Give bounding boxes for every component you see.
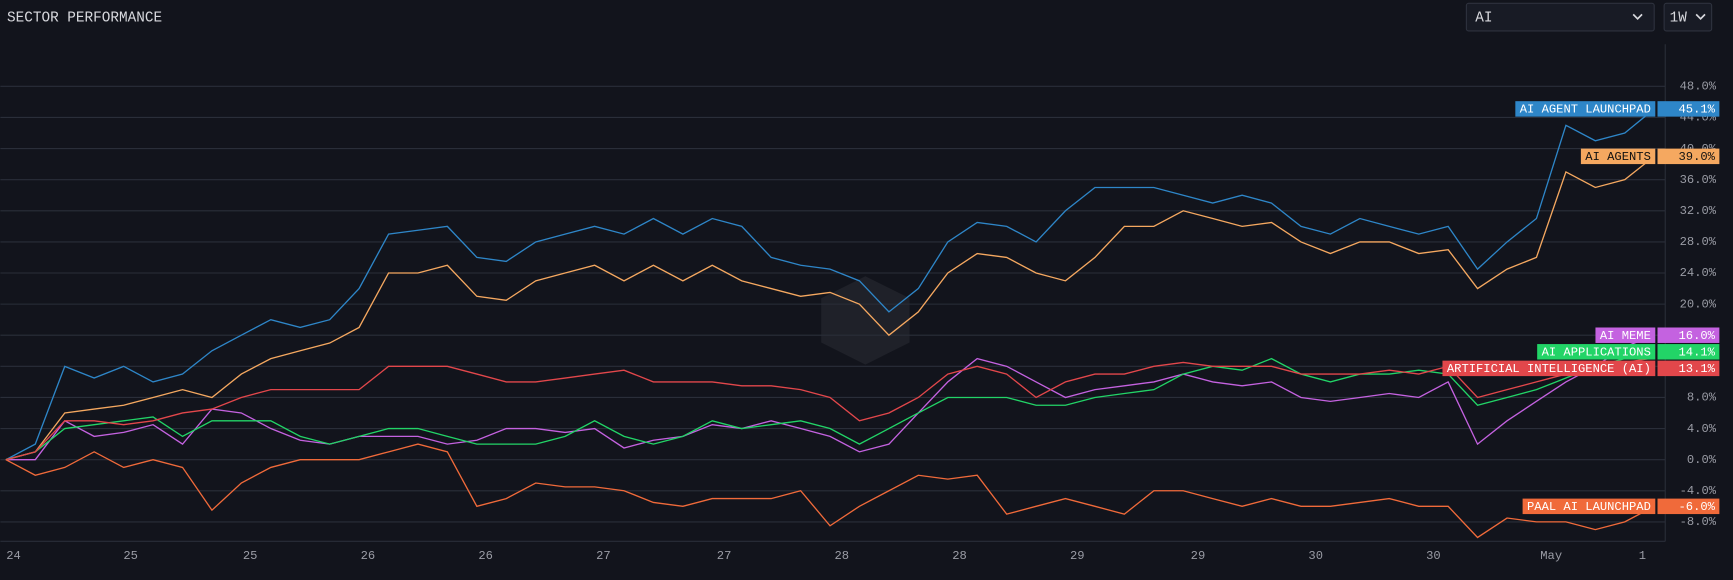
value-label: -6.0% bbox=[1679, 500, 1716, 514]
dropdown-box[interactable] bbox=[1663, 2, 1713, 32]
series-line bbox=[5, 443, 1655, 539]
y-tick-label: 0.0% bbox=[1687, 453, 1717, 467]
x-tick-label: 24 bbox=[6, 549, 21, 563]
y-tick-label: 4.0% bbox=[1687, 422, 1717, 436]
value-label: 16.0% bbox=[1679, 329, 1716, 343]
y-tick-label: 24.0% bbox=[1680, 266, 1717, 280]
value-label: 39.0% bbox=[1679, 150, 1716, 164]
legend-label-box bbox=[1522, 498, 1656, 515]
y-tick-label: 32.0% bbox=[1680, 204, 1717, 218]
legend-label: AI AGENTS bbox=[1585, 150, 1651, 164]
y-tick-label: -4.0% bbox=[1680, 484, 1717, 498]
y-tick-label: 36.0% bbox=[1680, 173, 1717, 187]
x-tick-label: May bbox=[1540, 549, 1562, 563]
legend-label-box bbox=[1595, 327, 1656, 343]
x-tick-label: 28 bbox=[952, 549, 967, 563]
x-tick-label: 28 bbox=[835, 549, 850, 563]
legend-label-box bbox=[1580, 148, 1656, 165]
dropdown-chevron[interactable] bbox=[1632, 13, 1643, 20]
series-line bbox=[5, 349, 1655, 461]
y-tick-label: 48.0% bbox=[1680, 80, 1717, 94]
dropdown-box[interactable] bbox=[1465, 2, 1655, 32]
value-label: 13.1% bbox=[1679, 362, 1716, 376]
legend-label: AI MEME bbox=[1600, 329, 1651, 343]
y-tick-label: 28.0% bbox=[1680, 235, 1717, 249]
value-label: 45.1% bbox=[1679, 103, 1716, 117]
panel-title: SECTOR PERFORMANCE bbox=[7, 10, 162, 26]
value-label-box bbox=[1657, 101, 1720, 117]
value-label-box bbox=[1657, 360, 1720, 377]
x-tick-label: 26 bbox=[478, 549, 493, 563]
y-tick-label: -8.0% bbox=[1680, 515, 1717, 529]
legend-label: AI AGENT LAUNCHPAD bbox=[1520, 103, 1651, 117]
x-tick-label: 27 bbox=[717, 549, 732, 563]
dropdown-value[interactable]: 1W bbox=[1670, 10, 1688, 26]
series-line bbox=[5, 334, 1655, 461]
x-tick-label: 25 bbox=[243, 549, 258, 563]
series-line bbox=[5, 108, 1655, 461]
x-tick-label: 27 bbox=[596, 549, 611, 563]
y-tick-label: 8.0% bbox=[1687, 391, 1717, 405]
x-tick-label: 26 bbox=[361, 549, 376, 563]
legend-label-box bbox=[1442, 360, 1656, 377]
x-tick-label: 1 bbox=[1639, 549, 1646, 563]
value-label: 14.1% bbox=[1679, 346, 1716, 360]
y-tick-label: 20.0% bbox=[1680, 297, 1717, 311]
legend-label-box bbox=[1515, 101, 1656, 117]
legend-label-box bbox=[1537, 344, 1656, 360]
value-label-box bbox=[1657, 344, 1720, 360]
x-tick-label: 30 bbox=[1308, 549, 1323, 563]
legend-label: ARTIFICIAL INTELLIGENCE (AI) bbox=[1447, 362, 1651, 376]
x-tick-label: 29 bbox=[1070, 549, 1085, 563]
x-tick-label: 29 bbox=[1191, 549, 1206, 563]
sector-dropdown[interactable]: AI bbox=[1465, 2, 1655, 32]
x-tick-label: 25 bbox=[123, 549, 138, 563]
legend-label: AI APPLICATIONS bbox=[1542, 346, 1651, 360]
value-label-box bbox=[1657, 148, 1720, 165]
series-line bbox=[5, 155, 1655, 461]
legend-label: PAAL AI LAUNCHPAD bbox=[1527, 500, 1651, 514]
dropdown-value[interactable]: AI bbox=[1475, 10, 1492, 26]
value-label-box bbox=[1657, 327, 1720, 343]
series-line bbox=[5, 357, 1655, 461]
x-tick-label: 30 bbox=[1426, 549, 1441, 563]
range-dropdown[interactable]: 1W bbox=[1663, 2, 1713, 32]
value-label-box bbox=[1657, 498, 1720, 515]
dropdown-chevron[interactable] bbox=[1695, 13, 1706, 20]
